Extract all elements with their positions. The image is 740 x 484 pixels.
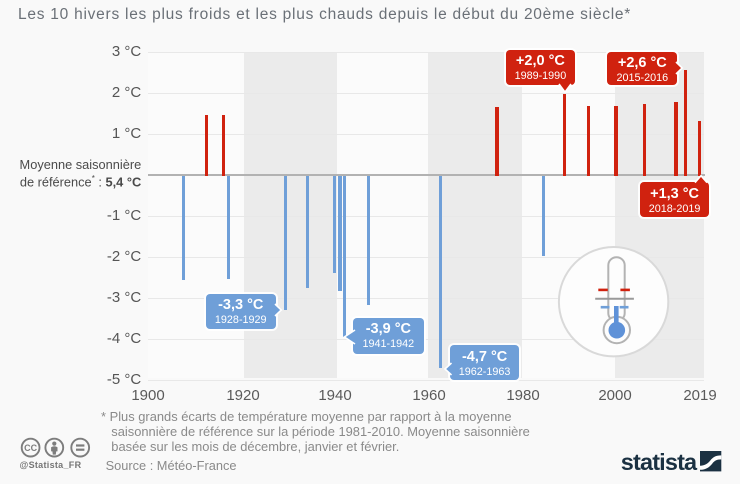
svg-text:CC: CC — [24, 443, 37, 453]
